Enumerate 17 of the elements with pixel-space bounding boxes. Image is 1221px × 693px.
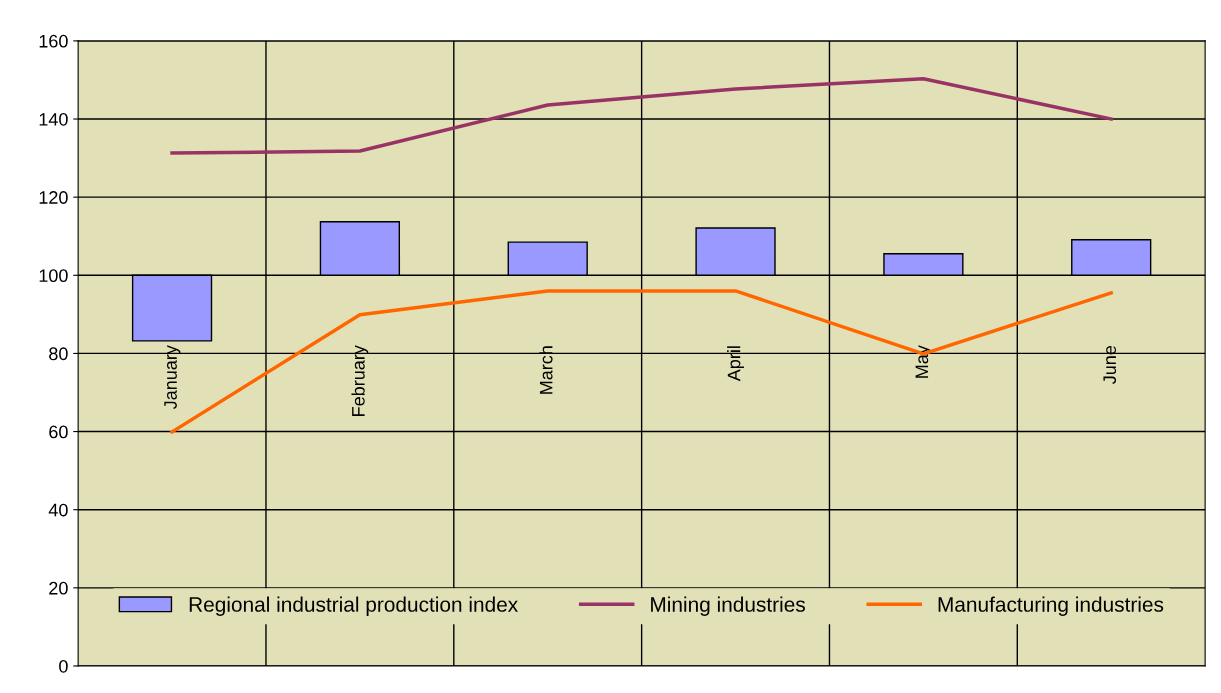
x-tick-label: January [164, 345, 181, 410]
y-tick-label: 40 [48, 503, 68, 517]
y-tick-label: 20 [49, 581, 68, 595]
legend-label: Manufacturing industries [938, 596, 1164, 616]
y-tick-label: 0 [59, 659, 68, 673]
x-tick-label: February [351, 345, 369, 416]
y-tick-label: 100 [39, 269, 68, 283]
y-tick-label: 140 [39, 112, 68, 126]
line-series [170, 77, 1113, 155]
x-tick-label: June [1103, 345, 1117, 385]
legend-label: Mining industries [651, 596, 805, 616]
x-tick-label: April [727, 346, 744, 382]
y-tick-label: 160 [39, 34, 68, 48]
y-tick-label: 80 [49, 347, 68, 361]
y-tick-label: 60 [49, 425, 68, 439]
y-tick-label: 120 [39, 191, 68, 204]
legend-label: Regional industrial production index [189, 596, 518, 616]
